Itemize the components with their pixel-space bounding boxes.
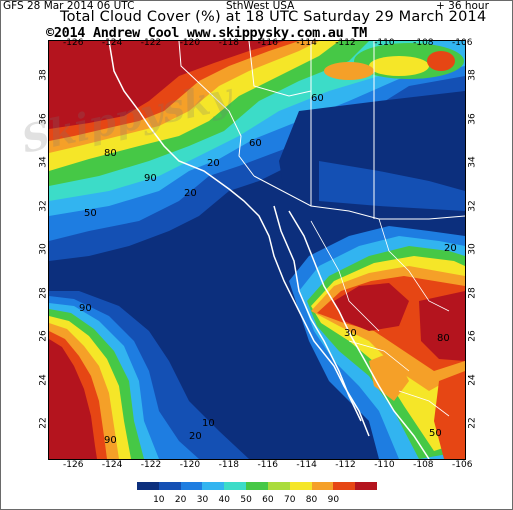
lon-tick-label: -126: [63, 460, 84, 470]
lat-tick-label: 30: [38, 243, 49, 255]
lon-tick-label: -120: [179, 460, 201, 470]
lon-tick-label: -108: [413, 460, 434, 470]
lon-tick-label: -122: [140, 460, 162, 470]
lon-tick-label: -106: [452, 460, 473, 470]
colorbar-segment: [246, 482, 268, 490]
colorbar-segment: [180, 482, 203, 490]
contour-label: 50: [84, 208, 97, 219]
scatter-area-nm: [319, 161, 465, 211]
state-boundaries: [178, 41, 465, 220]
contour-label: 10: [202, 418, 215, 429]
pacific-band-90: [49, 339, 97, 459]
colorbar-segment: [355, 482, 377, 490]
contour-label: 60: [311, 93, 324, 104]
contour-label: 20: [444, 243, 457, 254]
mexico-band-90b: [419, 291, 465, 361]
contour-label: 20: [184, 188, 197, 199]
mexico-band-85b: [434, 371, 465, 459]
lon-tick-label: -124: [101, 38, 123, 48]
contour-label: 90: [144, 173, 157, 184]
ne-patch-90: [427, 51, 455, 71]
lat-tick-label: 26: [467, 330, 478, 342]
lon-tick-label: -122: [140, 38, 162, 48]
colorbar-label: 30: [196, 495, 209, 505]
lat-tick-label: 34: [467, 156, 478, 168]
lat-tick-label: 24: [38, 373, 49, 386]
contour-label: 80: [104, 148, 117, 159]
contour-label: 50: [429, 428, 442, 439]
lon-tick-label: -114: [296, 38, 317, 48]
contour-labels: 80 50 20 90 20 60 60 30 80 90 10 20 90 2…: [79, 93, 457, 446]
region-label: SthWest USA: [226, 0, 295, 12]
ne-patch-80: [324, 62, 374, 80]
colorbar-label: 50: [240, 495, 252, 505]
lat-tick-label: 24: [467, 373, 478, 386]
colorbar-label: 10: [153, 495, 165, 505]
contour-label: 90: [104, 435, 117, 446]
lat-tick-label: 28: [38, 286, 49, 299]
colorbar-segment: [311, 482, 334, 490]
colorbar-label: 80: [305, 495, 318, 505]
colorbar-segment: [267, 482, 290, 490]
lat-tick-label: 32: [38, 199, 49, 212]
contour-label: 60: [249, 138, 262, 149]
lat-tick-label: 22: [38, 417, 49, 429]
contour-label: 80: [437, 333, 450, 344]
lat-tick-label: 22: [467, 417, 478, 429]
lat-tick-label: 28: [467, 286, 478, 299]
cloud-cover-map: 80 50 20 90 20 60 60 30 80 90 10 20 90 2…: [48, 40, 466, 460]
colorbar-segment: [158, 482, 181, 490]
lat-tick-label: 26: [38, 330, 49, 342]
cloud-band-90: [49, 41, 284, 129]
lon-tick-label: -126: [63, 38, 84, 48]
lon-tick-label: -110: [374, 38, 395, 48]
credit-line: ©2014 Andrew Cool www.skippysky.com.au T…: [46, 25, 367, 41]
lon-tick-label: -116: [257, 38, 278, 48]
colorbar-segment: [202, 482, 225, 490]
colorbar-label: 60: [262, 495, 274, 505]
colorbar-label: 70: [283, 495, 296, 505]
lon-tick-label: -112: [335, 38, 356, 48]
contour-label: 20: [189, 431, 202, 442]
colorbar-segment: [289, 482, 312, 490]
lon-tick-label: -108: [413, 38, 434, 48]
lat-tick-label: 32: [467, 199, 478, 212]
contour-label: 30: [344, 328, 357, 339]
contour-label: 90: [79, 303, 92, 314]
lon-tick-label: -124: [101, 460, 123, 470]
lat-tick-label: 34: [38, 156, 49, 168]
map-svg: 80 50 20 90 20 60 60 30 80 90 10 20 90 2…: [49, 41, 465, 459]
colorbar-label: 40: [218, 495, 230, 505]
contour-label: 20: [207, 158, 220, 169]
lon-tick-label: -112: [335, 460, 356, 470]
colorbar-segment: [333, 482, 356, 490]
mexico-band-90a: [334, 283, 409, 331]
lat-tick-label: 36: [467, 112, 478, 125]
lon-tick-label: -118: [218, 460, 240, 470]
colorbar-label: 20: [174, 495, 187, 505]
colorbar: [137, 482, 377, 490]
lon-tick-label: -110: [374, 460, 395, 470]
lat-tick-label: 38: [38, 69, 49, 81]
colorbar-segment: [224, 482, 247, 490]
lon-tick-label: -120: [179, 38, 201, 48]
lat-tick-label: 30: [467, 243, 478, 255]
ne-patch-70: [369, 56, 429, 76]
lon-tick-label: -106: [452, 38, 473, 48]
colorbar-label: 90: [327, 495, 340, 505]
lon-tick-label: -116: [257, 460, 278, 470]
lat-tick-label: 38: [467, 69, 478, 81]
mexico-state-lines: [310, 218, 450, 417]
lat-tick-label: 36: [38, 112, 49, 125]
coastline: [108, 41, 430, 459]
forecast-hour-label: + 36 hour: [436, 0, 489, 12]
lon-tick-label: -118: [218, 38, 240, 48]
model-run-label: GFS 28 Mar 2014 06 UTC: [3, 0, 135, 12]
colorbar-segment: [137, 482, 159, 490]
lon-tick-label: -114: [296, 460, 317, 470]
map-title: Total Cloud Cover (%) at 18 UTC Saturday…: [60, 9, 487, 25]
